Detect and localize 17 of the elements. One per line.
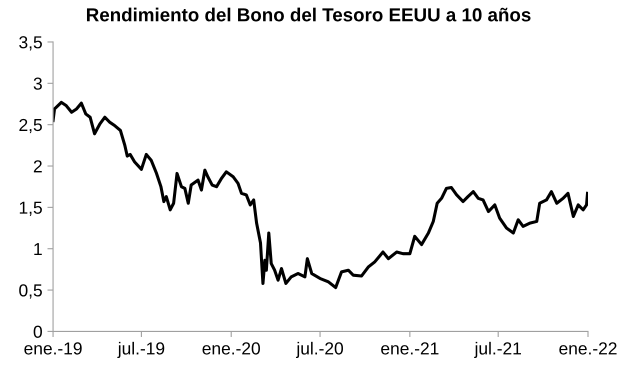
y-tick-label: 2 bbox=[34, 160, 42, 172]
y-tick-label: 3,5 bbox=[19, 36, 42, 50]
y-tick-label: 2,5 bbox=[19, 118, 42, 134]
x-tick-label: ene.-22 bbox=[559, 342, 617, 355]
y-tick-label: 1 bbox=[34, 243, 42, 256]
y-tick-label: 0 bbox=[34, 326, 42, 338]
x-tick-label: jul.-21 bbox=[474, 342, 521, 358]
x-tick-label: ene.-19 bbox=[24, 342, 82, 355]
x-tick-label: jul.-20 bbox=[296, 342, 344, 358]
x-tick-label: jul.-19 bbox=[117, 342, 164, 358]
x-tick-label: ene.-21 bbox=[381, 342, 438, 355]
x-tick-label: ene.-20 bbox=[202, 342, 260, 355]
chart-title: Rendimiento del Bono del Tesoro EEUU a 10 años bbox=[86, 8, 531, 22]
y-tick-label: 0,5 bbox=[19, 284, 42, 299]
y-tick-label: 1,5 bbox=[20, 202, 42, 216]
line-series bbox=[53, 100, 588, 290]
y-tick-label: 3 bbox=[34, 77, 42, 90]
